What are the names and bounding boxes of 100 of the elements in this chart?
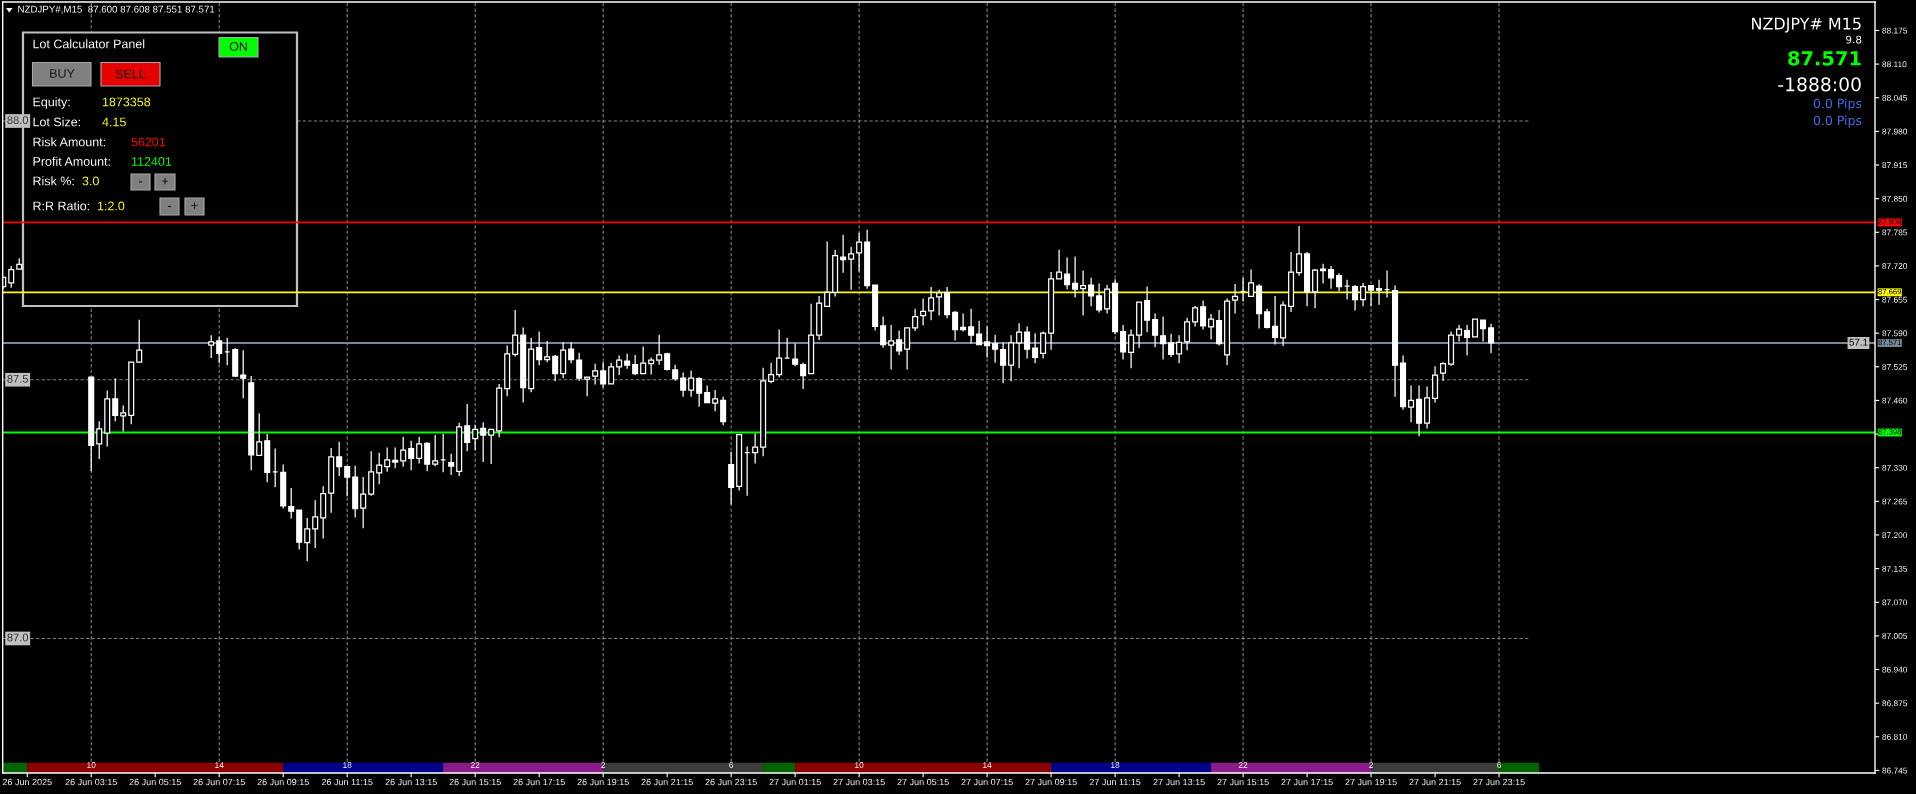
- candlestick: [984, 325, 991, 359]
- candlestick: [1176, 334, 1183, 364]
- y-tick-label: 86.875: [1882, 700, 1908, 707]
- x-tick-label: 27 Jun 05:15: [897, 778, 949, 786]
- candlestick: [1168, 333, 1175, 358]
- annotation: Lot Calculator Panel: [33, 39, 145, 49]
- candlestick: [728, 451, 735, 506]
- candlestick: [448, 453, 455, 476]
- annotation: -1888:00: [1778, 77, 1861, 92]
- x2-tick-label: 6: [729, 762, 734, 769]
- x-tick-label: 27 Jun 17:15: [1281, 778, 1333, 786]
- candlestick: [1208, 313, 1215, 341]
- candlestick: [312, 499, 319, 549]
- annotation: 57.1: [1849, 338, 1868, 346]
- y-tick-label: 87.135: [1882, 565, 1908, 572]
- ref-line-label: 88.0: [7, 116, 29, 124]
- candlestick: [968, 308, 975, 345]
- annotation: ON: [229, 42, 247, 51]
- candlestick: [344, 465, 351, 497]
- x-tick-label: 27 Jun 03:15: [833, 778, 885, 786]
- annotation: 112401: [131, 157, 172, 166]
- x2-tick-label: 10: [855, 762, 864, 769]
- x-tick-label: 26 Jun 09:15: [257, 778, 309, 786]
- candlestick: [960, 312, 967, 333]
- chart-title: NZDJPY#,M15 87.600 87.608 87.551 87.571: [18, 5, 215, 14]
- y-tick-label: 87.590: [1882, 330, 1908, 337]
- candlestick: [696, 376, 703, 408]
- y-tick-label: 87.655: [1882, 296, 1908, 303]
- candlestick: [928, 286, 935, 321]
- candlestick: [1144, 285, 1151, 333]
- y-tick-label: 86.810: [1882, 733, 1908, 740]
- candlestick: [472, 424, 479, 451]
- candlestick: [616, 354, 623, 376]
- candlestick: [1000, 341, 1007, 384]
- ref-line-label: 87.0: [7, 633, 29, 642]
- candlestick: [360, 476, 367, 529]
- x2-tick-label: 18: [343, 762, 352, 769]
- candlestick: [592, 363, 599, 386]
- candlestick: [288, 487, 295, 520]
- candlestick: [1272, 295, 1279, 346]
- x2-tick-label: 22: [1238, 762, 1248, 768]
- candlestick: [1320, 263, 1327, 285]
- candlestick: [1480, 319, 1487, 343]
- candlestick: [1184, 317, 1191, 351]
- x2-tick-label: 2: [601, 762, 606, 768]
- y-tick-label: 87.005: [1882, 633, 1908, 639]
- x-tick-label: 27 Jun 19:15: [1345, 778, 1397, 786]
- candlestick: [904, 327, 911, 371]
- candlestick: [424, 441, 431, 472]
- candlestick: [1104, 284, 1111, 315]
- x-tick-label: 27 Jun 23:15: [1473, 778, 1525, 786]
- candlestick: [1336, 272, 1343, 292]
- candlestick: [888, 324, 895, 371]
- x-tick-label: 27 Jun 15:15: [1217, 778, 1269, 786]
- candlestick: [1096, 282, 1103, 314]
- y-tick-label: 86.745: [1882, 767, 1908, 774]
- x-tick-label: 26 Jun 03:15: [65, 778, 117, 786]
- candlestick: [1056, 249, 1063, 280]
- candlestick: [840, 234, 847, 274]
- candlestick: [568, 341, 575, 364]
- x-tick-label: 26 Jun 2025: [2, 778, 52, 786]
- candlestick: [688, 369, 695, 398]
- candlestick: [136, 319, 143, 363]
- annotation: 1873358: [102, 97, 151, 107]
- candlestick: [952, 310, 959, 342]
- x-tick-label: 26 Jun 11:15: [321, 778, 373, 786]
- candlestick: [480, 421, 487, 463]
- candlestick: [936, 289, 943, 317]
- annotation: Equity:: [33, 97, 70, 109]
- y-tick-label: 87.785: [1882, 229, 1908, 236]
- candlestick: [408, 440, 415, 471]
- candlestick: [1408, 384, 1415, 423]
- candlestick: [1352, 284, 1359, 312]
- x2-tick-label: 10: [87, 762, 96, 769]
- annotation: -: [167, 205, 172, 207]
- candlestick: [1120, 324, 1127, 361]
- candlestick: [656, 334, 663, 366]
- candlestick: [632, 354, 639, 376]
- x-tick-label: 26 Jun 21:15: [641, 778, 693, 786]
- candlestick: [576, 352, 583, 382]
- candlestick: [1488, 323, 1495, 354]
- candlestick: [304, 517, 311, 562]
- annotation: Profit Amount:: [33, 156, 110, 166]
- x2-tick-label: 18: [1111, 762, 1120, 769]
- x-tick-label: 26 Jun 07:15: [193, 778, 245, 786]
- x-tick-label: 26 Jun 13:15: [385, 778, 437, 786]
- y-tick-label: 87.525: [1882, 364, 1908, 370]
- candlestick: [1432, 365, 1439, 404]
- candlestick: [240, 349, 247, 399]
- candlestick: [1296, 225, 1303, 277]
- candlestick: [920, 297, 927, 327]
- candlestick: [944, 286, 951, 319]
- candlestick: [1152, 312, 1159, 348]
- x-tick-label: 26 Jun 17:15: [513, 778, 565, 786]
- x-tick-label: 27 Jun 11:15: [1089, 778, 1141, 786]
- candlestick: [1160, 315, 1167, 361]
- candlestick: [536, 330, 543, 366]
- candlestick: [416, 436, 423, 465]
- x-tick-label: 26 Jun 19:15: [577, 778, 629, 786]
- annotation: 0.0 Pips: [1813, 98, 1862, 111]
